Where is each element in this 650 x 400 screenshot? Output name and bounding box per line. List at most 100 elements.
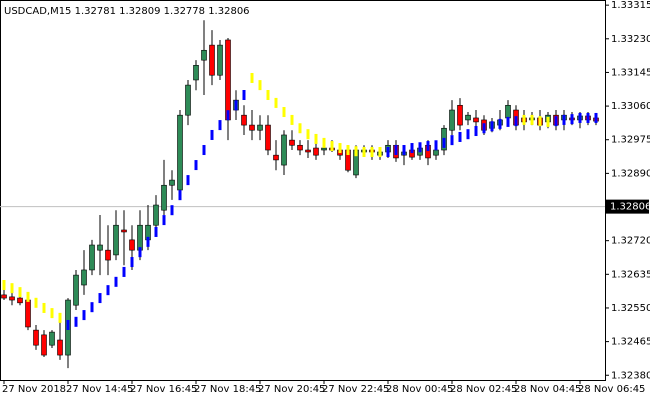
indicator-mark xyxy=(218,120,222,131)
candle-body xyxy=(201,49,207,61)
candle-body xyxy=(121,229,127,233)
x-tick-label: 27 Nov 14:45 xyxy=(66,384,133,395)
candle-body xyxy=(177,114,183,191)
candle-body xyxy=(433,149,439,156)
candle-body xyxy=(465,114,471,121)
indicator-mark xyxy=(322,137,326,148)
indicator-mark xyxy=(90,302,94,313)
candle-body xyxy=(57,339,63,356)
candle-body xyxy=(113,224,119,256)
indicator-mark xyxy=(282,107,286,118)
indicator-mark xyxy=(162,215,166,226)
candle-body xyxy=(73,274,79,306)
indicator-mark xyxy=(42,302,46,313)
indicator-mark xyxy=(74,316,78,327)
indicator-mark xyxy=(402,145,406,156)
y-tick-label: 1.33060 xyxy=(611,101,650,112)
indicator-mark xyxy=(202,145,206,156)
indicator-mark xyxy=(234,100,238,111)
y-tick-label: 1.33145 xyxy=(611,67,650,78)
indicator-mark xyxy=(514,116,518,127)
indicator-mark xyxy=(298,123,302,134)
candle-body xyxy=(193,65,199,81)
indicator-mark xyxy=(538,116,542,127)
x-tick-label: 27 Nov 16:45 xyxy=(130,384,197,395)
candle-body xyxy=(17,297,23,304)
x-tick-label: 28 Nov 04:45 xyxy=(514,384,581,395)
indicator-mark xyxy=(226,110,230,121)
indicator-mark xyxy=(178,190,182,201)
y-tick-label: 1.32975 xyxy=(611,135,650,146)
indicator-mark xyxy=(306,129,310,140)
indicator-mark xyxy=(346,145,350,156)
indicator-mark xyxy=(290,114,294,125)
indicator-mark xyxy=(458,131,462,142)
indicator-mark xyxy=(26,291,30,302)
indicator-mark xyxy=(442,137,446,148)
x-tick-label: 28 Nov 00:45 xyxy=(386,384,453,395)
candle-body xyxy=(209,44,215,76)
indicator-mark xyxy=(546,116,550,127)
indicator-mark xyxy=(10,283,14,294)
indicator-mark xyxy=(466,129,470,140)
indicator-mark xyxy=(170,205,174,216)
current-price-label: 1.32806 xyxy=(610,202,650,213)
indicator-mark xyxy=(258,80,262,91)
candle-body xyxy=(281,134,287,166)
candle-body xyxy=(129,239,135,251)
candle-body xyxy=(305,149,311,153)
candle-body xyxy=(1,294,7,299)
candle-body xyxy=(257,124,263,131)
candle-body xyxy=(105,249,111,261)
indicator-mark xyxy=(138,247,142,258)
candle-body xyxy=(97,244,103,251)
indicator-mark xyxy=(506,116,510,127)
indicator-mark xyxy=(394,145,398,156)
y-tick-label: 1.32890 xyxy=(611,168,650,179)
indicator-mark xyxy=(586,112,590,123)
indicator-mark xyxy=(114,276,118,287)
candle-body xyxy=(25,299,31,328)
indicator-mark xyxy=(554,116,558,127)
indicator-mark xyxy=(58,312,62,323)
indicator-mark xyxy=(50,308,54,319)
x-tick-label: 27 Nov 20:45 xyxy=(258,384,325,395)
indicator-mark xyxy=(266,90,270,100)
candle-body xyxy=(217,44,223,76)
indicator-mark xyxy=(146,236,150,247)
candle-body xyxy=(313,147,319,156)
x-tick-label: 27 Nov 22:45 xyxy=(322,384,389,395)
y-tick-label: 1.33230 xyxy=(611,34,650,45)
candle-body xyxy=(449,109,455,131)
chart-title: USDCAD,M15 1.32781 1.32809 1.32778 1.328… xyxy=(4,6,250,17)
candle-body xyxy=(249,124,255,131)
candle-body xyxy=(225,39,231,121)
indicator-mark xyxy=(34,297,38,308)
indicator-mark xyxy=(434,140,438,151)
indicator-mark xyxy=(418,142,422,153)
indicator-mark xyxy=(474,126,478,137)
y-tick-label: 1.33315 xyxy=(611,0,650,11)
indicator-mark xyxy=(594,112,598,123)
indicator-mark xyxy=(66,319,70,330)
y-tick-label: 1.32635 xyxy=(611,269,650,280)
candle-body xyxy=(265,124,271,151)
indicator-mark xyxy=(578,112,582,123)
indicator-mark xyxy=(450,135,454,146)
indicator-mark xyxy=(242,90,246,100)
indicator-mark xyxy=(98,293,102,304)
indicator-mark xyxy=(562,114,566,125)
indicator-mark xyxy=(338,143,342,154)
candle-body xyxy=(321,147,327,151)
y-tick-label: 1.32550 xyxy=(611,303,650,314)
indicator-mark xyxy=(122,266,126,277)
candle-body xyxy=(89,244,95,271)
indicator-mark xyxy=(154,226,158,237)
indicator-mark xyxy=(498,118,502,129)
candle-body xyxy=(289,139,295,146)
y-tick-label: 1.32720 xyxy=(611,236,650,247)
indicator-mark xyxy=(522,114,526,125)
indicator-mark xyxy=(314,133,318,144)
